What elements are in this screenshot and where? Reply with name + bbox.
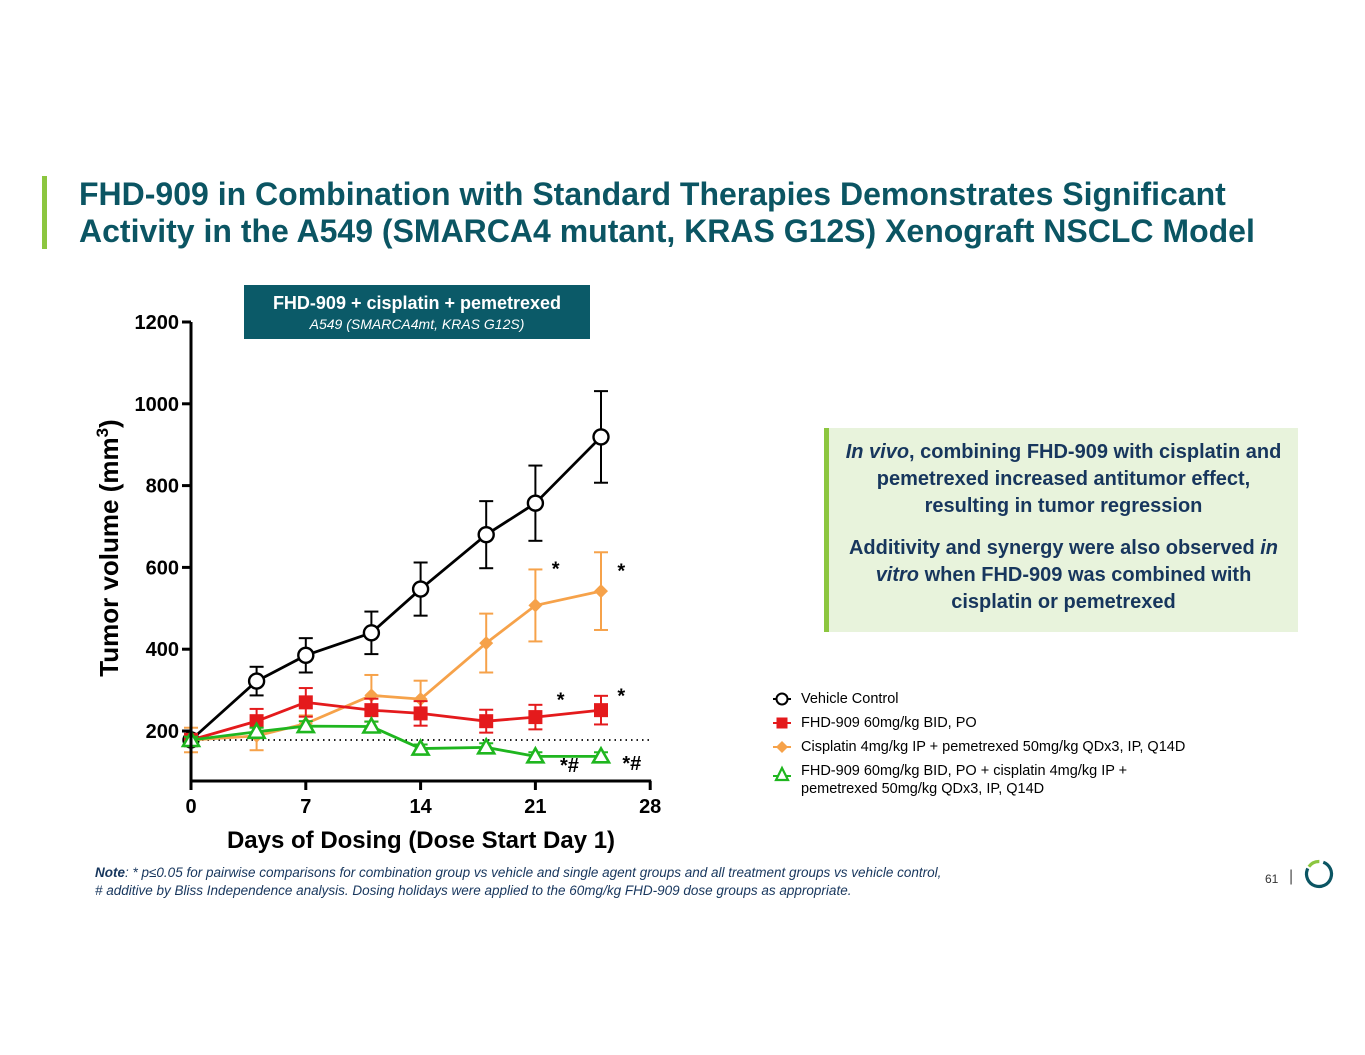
data-point-combination bbox=[525, 745, 546, 764]
orange-diamond-marker-icon bbox=[773, 741, 791, 753]
y-axis-title: Tumor volume (mm3) bbox=[93, 419, 124, 676]
data-point-fhd909 bbox=[594, 703, 608, 718]
page-number: 61 bbox=[1265, 872, 1279, 886]
series-line-vehicle bbox=[190, 435, 602, 742]
footnote-text-1: : * p≤0.05 for pairwise comparisons for … bbox=[125, 865, 942, 880]
data-point-combination bbox=[246, 721, 267, 740]
tumor-volume-chart: * * * * *# *# 200 400 600 800 1000 1200 0 7 14 21 28 Day… bbox=[93, 312, 661, 854]
data-point-vehicle bbox=[362, 624, 381, 642]
page-separator: | bbox=[1289, 868, 1294, 885]
series-line-fhd909 bbox=[190, 700, 602, 742]
y-tick-label: 200 bbox=[146, 721, 179, 743]
y-tick-label: 1200 bbox=[135, 312, 180, 334]
legend-label-combination: FHD-909 60mg/kg BID, PO + cisplatin 4mg/… bbox=[801, 763, 1128, 797]
x-axis-title: Days of Dosing (Dose Start Day 1) bbox=[227, 827, 615, 854]
data-point-vehicle bbox=[297, 646, 315, 665]
data-point-cisplatin bbox=[594, 584, 608, 599]
callout-text-2a: Additivity and synergy were also observe… bbox=[848, 537, 1261, 559]
data-point-combination bbox=[361, 715, 382, 734]
significance-annotation: * bbox=[557, 689, 565, 711]
series-line-cisplatin bbox=[190, 589, 602, 742]
footnote: Note: * p≤0.05 for pairwise comparisons … bbox=[95, 864, 941, 900]
footnote-line-2: # additive by Bliss Independence analysi… bbox=[95, 883, 852, 898]
key-findings-callout: In vivo, combining FHD-909 with cisplati… bbox=[824, 428, 1298, 632]
data-point-fhd909 bbox=[298, 695, 313, 710]
green-triangle-marker-icon bbox=[773, 765, 791, 782]
data-point-combination bbox=[410, 737, 431, 756]
legend-label-cisplatin: Cisplatin 4mg/kg IP + pemetrexed 50mg/kg… bbox=[801, 739, 1186, 755]
data-point-combination bbox=[295, 715, 317, 734]
data-point-fhd909 bbox=[364, 703, 379, 718]
y-tick-label: 1000 bbox=[135, 394, 180, 416]
legend-item-vehicle: Vehicle Control bbox=[772, 690, 1185, 708]
data-point-vehicle bbox=[247, 672, 266, 690]
data-point-cisplatin bbox=[413, 692, 428, 707]
legend-item-fhd909: FHD-909 60mg/kg BID, PO bbox=[772, 714, 1185, 732]
series-line-combination bbox=[190, 724, 601, 758]
x-tick-label: 0 bbox=[185, 796, 196, 818]
x-tick-label: 21 bbox=[524, 796, 546, 818]
y-tick-label: 800 bbox=[146, 476, 179, 498]
legend-label-vehicle: Vehicle Control bbox=[801, 691, 899, 707]
company-logo-icon bbox=[1304, 859, 1334, 889]
y-tick-label: 400 bbox=[146, 639, 179, 661]
data-point-fhd909 bbox=[479, 714, 494, 729]
chart-title-badge: FHD-909 + cisplatin + pemetrexed A549 (S… bbox=[244, 285, 590, 339]
title-line-1: FHD-909 in Combination with Standard The… bbox=[79, 176, 1226, 212]
page-title: FHD-909 in Combination with Standard The… bbox=[79, 176, 1349, 250]
footnote-line-1: Note: * p≤0.05 for pairwise comparisons … bbox=[95, 864, 941, 882]
x-tick-label: 7 bbox=[300, 796, 311, 818]
callout-paragraph-2: Additivity and synergy were also observe… bbox=[837, 535, 1290, 616]
legend-label-fhd909: FHD-909 60mg/kg BID, PO bbox=[801, 715, 977, 731]
title-accent-bar bbox=[42, 176, 47, 249]
callout-paragraph-1: In vivo, combining FHD-909 with cisplati… bbox=[837, 439, 1290, 520]
data-point-cisplatin bbox=[479, 636, 494, 651]
callout-italic-in-vivo: In vivo bbox=[845, 441, 910, 463]
callout-text-2b: when FHD-909 was combined with cisplatin… bbox=[919, 564, 1252, 613]
chart-title: FHD-909 + cisplatin + pemetrexed bbox=[272, 293, 562, 313]
data-point-vehicle bbox=[477, 525, 495, 544]
chart-subtitle: A549 (SMARCA4mt, KRAS G12S) bbox=[309, 316, 525, 332]
data-point-fhd909 bbox=[528, 710, 543, 725]
data-point-vehicle bbox=[526, 494, 545, 512]
significance-annotation: * bbox=[552, 559, 560, 581]
data-point-fhd909 bbox=[249, 714, 264, 729]
data-point-combination bbox=[475, 736, 497, 755]
x-tick-label: 14 bbox=[409, 796, 432, 818]
callout-text-1: , combining FHD-909 with cisplatin and p… bbox=[876, 441, 1282, 517]
data-point-cisplatin bbox=[528, 598, 543, 613]
significance-annotation: * bbox=[617, 685, 625, 707]
title-line-2: Activity in the A549 (SMARCA4 mutant, KR… bbox=[79, 213, 1255, 249]
legend-item-combination: FHD-909 60mg/kg BID, PO + cisplatin 4mg/… bbox=[772, 762, 1185, 798]
data-point-fhd909 bbox=[413, 706, 428, 721]
red-square-marker-icon bbox=[773, 717, 791, 729]
legend-item-cisplatin: Cisplatin 4mg/kg IP + pemetrexed 50mg/kg… bbox=[772, 738, 1185, 756]
footnote-label: Note bbox=[95, 865, 125, 880]
significance-annotation: *# bbox=[560, 755, 579, 777]
significance-annotation: *# bbox=[622, 753, 641, 775]
data-point-vehicle bbox=[592, 428, 610, 446]
chart-legend: Vehicle Control FHD-909 60mg/kg BID, PO … bbox=[772, 690, 1185, 804]
data-point-combination bbox=[590, 745, 612, 764]
callout-italic-in-vitro: in vitro bbox=[875, 537, 1279, 586]
y-tick-label: 600 bbox=[146, 557, 179, 579]
significance-annotation: * bbox=[617, 561, 625, 583]
open-circle-marker-icon bbox=[773, 692, 791, 706]
data-point-vehicle bbox=[411, 580, 430, 598]
x-tick-label: 28 bbox=[639, 796, 661, 818]
